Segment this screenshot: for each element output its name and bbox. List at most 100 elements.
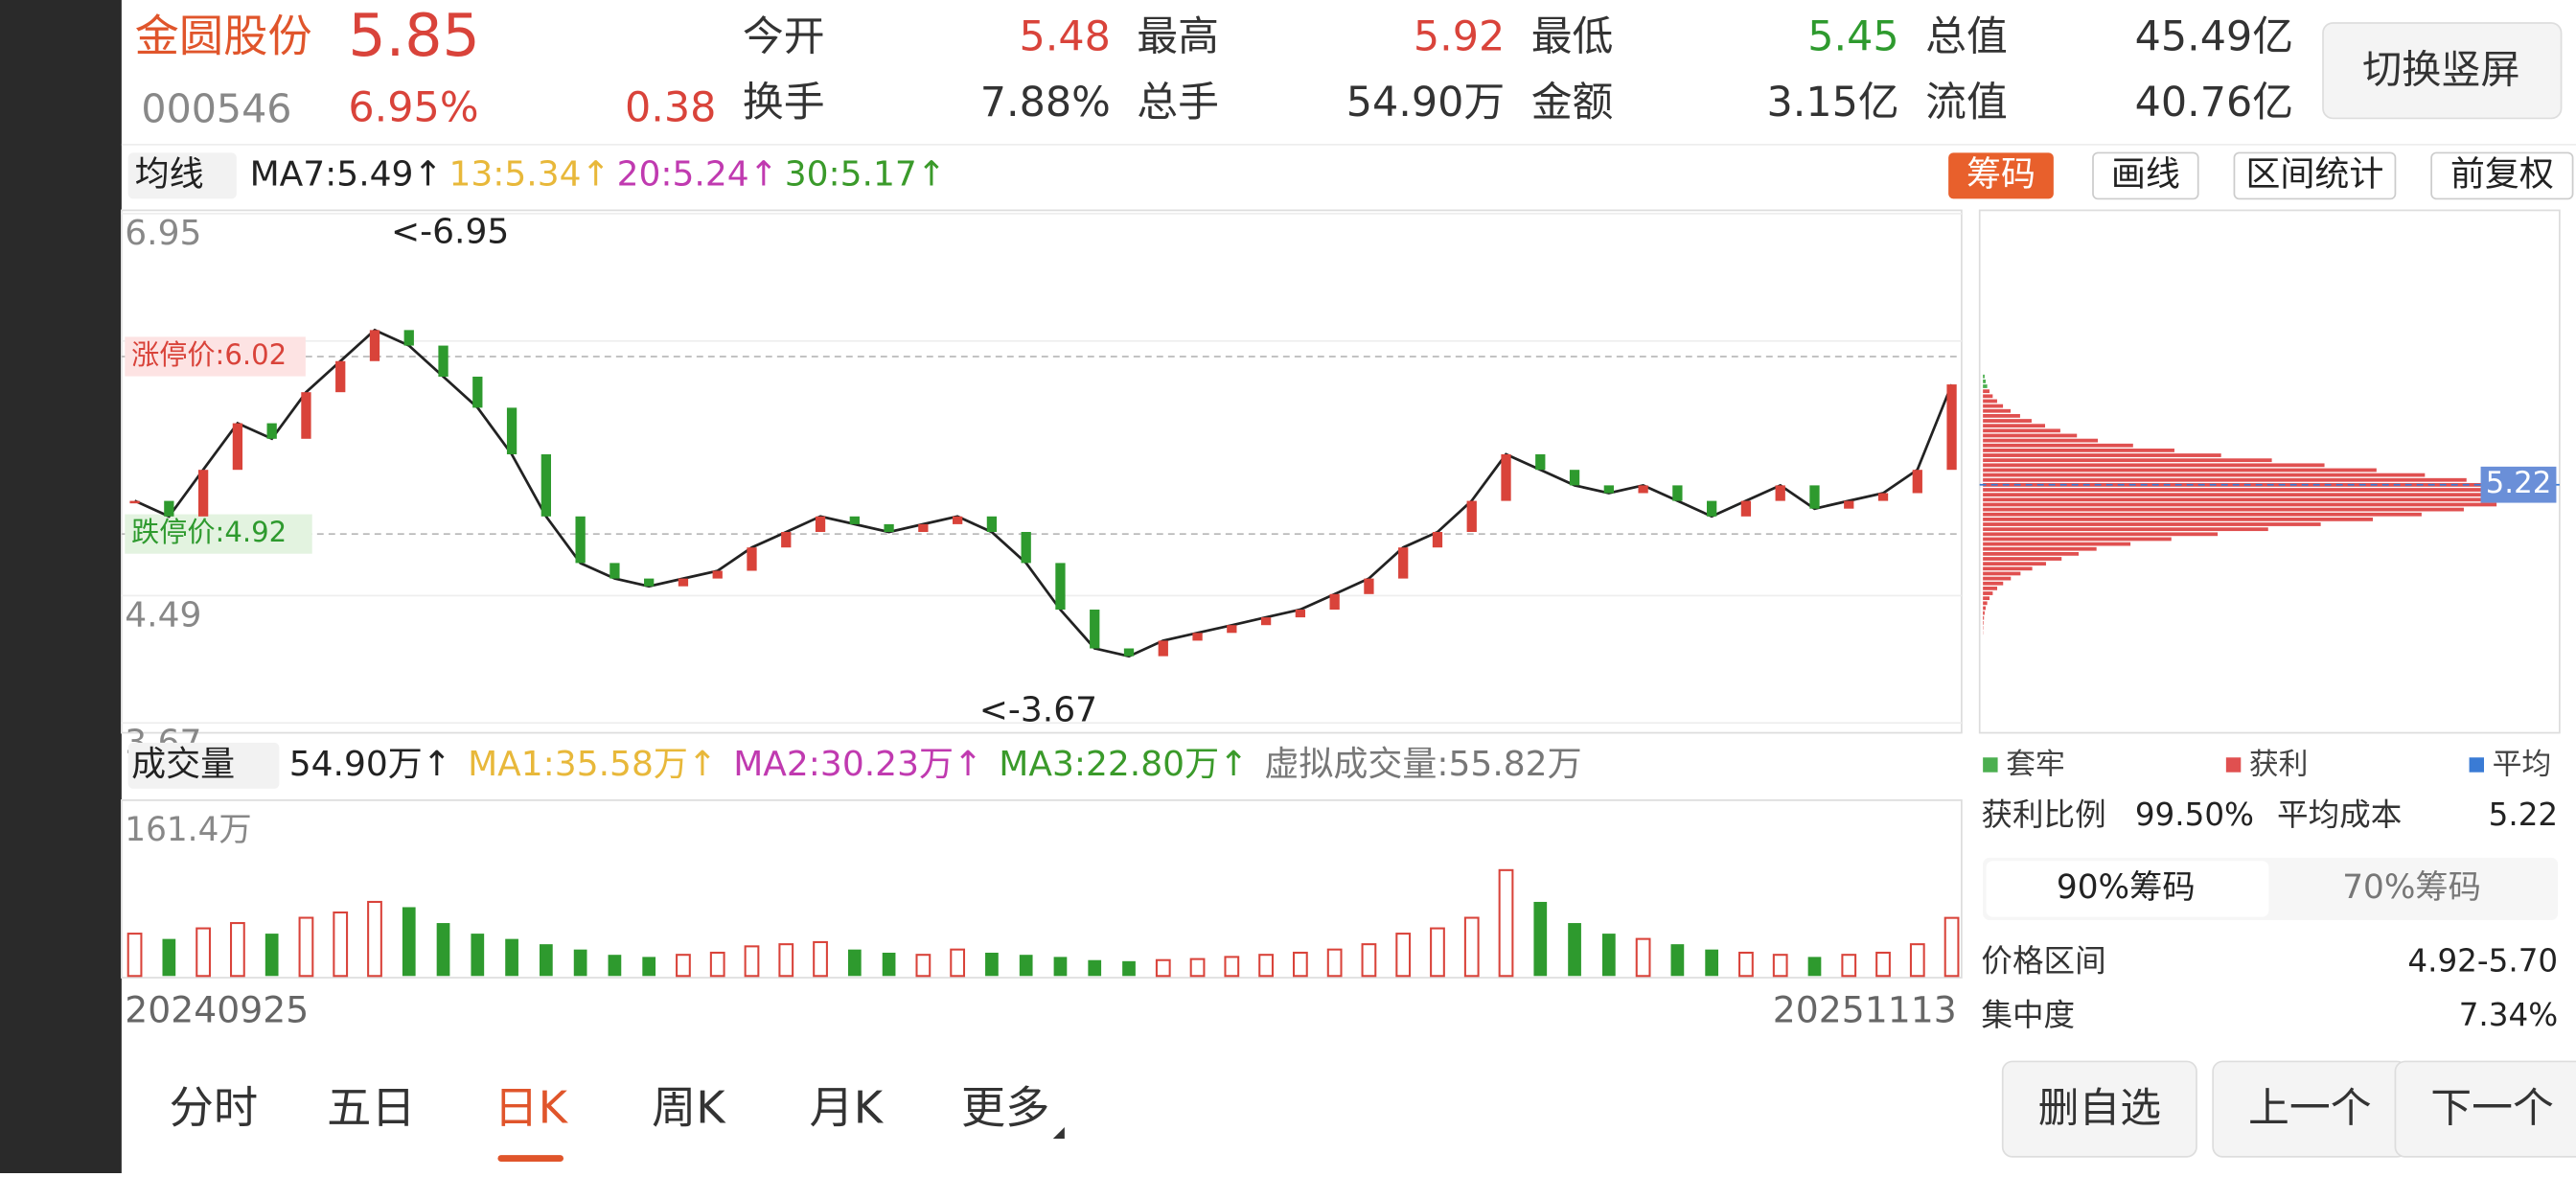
chart-tool-label[interactable]: 画线 — [2111, 154, 2180, 194]
limit-up-label: 涨停价:6.02 — [131, 338, 287, 371]
stock-price: 5.85 — [348, 1, 479, 70]
stat-value: 5.92 — [1414, 13, 1505, 61]
legend-label: 套牢 — [2006, 747, 2065, 781]
volume-bar — [951, 950, 964, 977]
side-strip — [0, 0, 122, 1173]
legend-label: 获利 — [2249, 747, 2309, 781]
chip-bar — [1983, 463, 2324, 467]
y-tick-label: 4.49 — [125, 596, 201, 635]
volume-bar — [1739, 953, 1753, 976]
chip-bar — [1983, 566, 2032, 570]
volume-bar — [162, 939, 175, 977]
active-underline — [497, 1155, 564, 1162]
volume-ma: MA3:22.80万↑ — [999, 745, 1248, 784]
chip-bar — [1983, 591, 1992, 595]
volume-bar — [1259, 955, 1273, 976]
volume-frame — [122, 800, 1962, 978]
chip-bar — [1983, 458, 2271, 462]
volume-bar — [1500, 870, 1513, 976]
chip-bar — [1983, 469, 2377, 473]
volume-bar — [917, 955, 931, 976]
range-label: 价格区间 — [1981, 943, 2105, 980]
conc-value: 7.34% — [2459, 997, 2558, 1033]
chip-tab[interactable]: 90%筹码 — [2057, 868, 2196, 907]
volume-bar — [1294, 953, 1307, 976]
candle — [129, 501, 139, 504]
chip-bar — [1983, 552, 2079, 556]
volume-max-label: 161.4万 — [125, 811, 251, 849]
action-label[interactable]: 上一个 — [2248, 1084, 2372, 1132]
candle — [198, 470, 208, 517]
chip-bar — [1983, 577, 2011, 581]
stat-label: 金额 — [1531, 79, 1614, 127]
stock-code: 000546 — [141, 86, 291, 132]
stat-label: 最高 — [1137, 13, 1219, 61]
candle — [1672, 485, 1682, 500]
stat-label: 总手 — [1137, 79, 1219, 127]
chip-bar — [1983, 404, 2003, 408]
volume-bar — [1637, 939, 1650, 977]
stat-value: 54.90万 — [1346, 79, 1506, 127]
chip-bar — [1983, 488, 2518, 492]
period-tab[interactable]: 日K — [494, 1081, 568, 1133]
volume-bar — [265, 934, 279, 976]
chip-bar — [1983, 493, 2525, 496]
chip-tab[interactable]: 70%筹码 — [2342, 868, 2481, 907]
chip-bar — [1983, 400, 1997, 404]
candle — [233, 424, 242, 471]
period-tab[interactable]: 周K — [652, 1081, 726, 1133]
limit-down-label: 跌停价:4.92 — [131, 516, 287, 548]
chip-bar — [1983, 497, 2518, 501]
period-tab[interactable]: 分时 — [170, 1081, 259, 1133]
volume-bar — [1911, 944, 1924, 976]
candle — [1467, 501, 1477, 532]
stat-value: 45.49亿 — [2135, 13, 2293, 61]
candle — [1535, 454, 1545, 470]
avg-cost-marker: 5.22 — [2486, 466, 2552, 500]
ma-selector-label[interactable]: 均线 — [135, 154, 204, 194]
candle — [1398, 547, 1408, 578]
candle — [1159, 640, 1168, 656]
period-tab[interactable]: 更多 — [961, 1081, 1050, 1133]
chart-tool-label[interactable]: 筹码 — [1966, 154, 2036, 194]
volume-bar — [609, 955, 622, 976]
volume-bar — [848, 950, 862, 977]
period-tab[interactable]: 五日 — [327, 1081, 416, 1133]
action-label[interactable]: 删自选 — [2038, 1084, 2162, 1132]
volume-bar — [574, 950, 587, 977]
candle — [575, 517, 585, 564]
chip-bar — [1983, 542, 2130, 546]
cost-label: 平均成本 — [2277, 796, 2402, 833]
candle — [1124, 649, 1134, 657]
chip-bar — [1983, 375, 1985, 379]
ma-item: 20:5.24↑ — [617, 154, 778, 194]
volume-ma: 虚拟成交量:55.82万 — [1264, 745, 1581, 784]
volume-bar — [1191, 959, 1205, 977]
volume-selector-label[interactable]: 成交量 — [131, 745, 235, 784]
ma-item: 13:5.34↑ — [448, 154, 610, 194]
y-tick-label: 6.95 — [125, 214, 201, 253]
candle — [1261, 617, 1271, 625]
volume-bar — [1774, 955, 1787, 976]
period-tab[interactable]: 月K — [810, 1081, 885, 1133]
candle — [1570, 470, 1579, 485]
chip-bar — [1983, 409, 2011, 413]
candle — [438, 346, 448, 377]
stat-label: 换手 — [743, 79, 825, 127]
rotate-label[interactable]: 切换竖屏 — [2362, 46, 2520, 92]
chip-bar — [1983, 473, 2425, 477]
volume-bar — [1225, 957, 1238, 976]
high-label: <-6.95 — [391, 212, 509, 251]
chip-bar — [1983, 587, 1997, 590]
chip-bar — [1983, 434, 2077, 438]
candle — [1946, 384, 1956, 470]
candle — [1776, 485, 1785, 500]
chip-bar — [1983, 439, 2098, 443]
chart-tool-label[interactable]: 区间统计 — [2245, 154, 2383, 194]
action-label[interactable]: 下一个 — [2430, 1084, 2554, 1132]
volume-bar — [402, 907, 416, 976]
candle — [1433, 532, 1442, 547]
chart-tool-label[interactable]: 前复权 — [2450, 154, 2554, 194]
